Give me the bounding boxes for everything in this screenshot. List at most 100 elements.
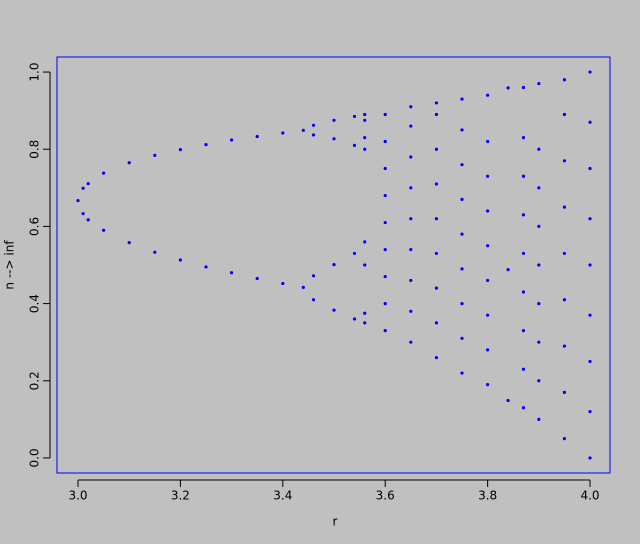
point bbox=[101, 171, 106, 175]
point bbox=[537, 417, 541, 421]
point bbox=[81, 186, 85, 190]
point bbox=[332, 263, 336, 267]
point bbox=[562, 159, 567, 163]
point bbox=[506, 398, 510, 403]
point bbox=[363, 112, 367, 117]
point bbox=[537, 186, 541, 190]
point bbox=[434, 101, 439, 105]
point bbox=[460, 336, 464, 340]
point bbox=[409, 340, 413, 344]
point bbox=[352, 114, 357, 119]
point bbox=[101, 228, 106, 232]
point bbox=[537, 82, 541, 86]
point bbox=[434, 147, 439, 151]
point bbox=[332, 308, 336, 312]
point bbox=[383, 301, 387, 306]
point bbox=[486, 139, 490, 144]
point bbox=[521, 367, 526, 371]
point bbox=[255, 134, 259, 139]
point bbox=[521, 251, 526, 256]
point bbox=[204, 142, 208, 147]
point bbox=[255, 276, 259, 281]
point bbox=[363, 118, 367, 122]
x-tick-label: 4.0 bbox=[580, 489, 599, 503]
point bbox=[434, 251, 439, 256]
x-tick-label: 3.0 bbox=[68, 489, 87, 503]
point bbox=[311, 123, 316, 127]
point bbox=[460, 128, 464, 132]
point bbox=[506, 268, 510, 272]
point bbox=[486, 174, 490, 178]
point bbox=[588, 263, 592, 267]
point bbox=[311, 298, 316, 302]
point bbox=[434, 286, 439, 290]
point bbox=[383, 139, 387, 144]
point bbox=[230, 138, 234, 142]
point bbox=[486, 278, 490, 283]
point bbox=[460, 197, 464, 201]
point bbox=[486, 383, 490, 387]
point bbox=[588, 359, 592, 364]
point bbox=[521, 136, 526, 140]
point bbox=[363, 240, 367, 244]
point bbox=[409, 278, 413, 283]
point bbox=[352, 251, 357, 256]
point bbox=[332, 137, 336, 141]
y-tick-label: 0.2 bbox=[28, 371, 42, 390]
point bbox=[562, 344, 567, 348]
point bbox=[588, 120, 592, 124]
point bbox=[537, 147, 541, 151]
point bbox=[383, 274, 387, 279]
point bbox=[486, 93, 490, 97]
point bbox=[383, 166, 387, 171]
point bbox=[81, 212, 85, 216]
point bbox=[178, 258, 183, 262]
point bbox=[153, 250, 157, 254]
point bbox=[311, 133, 316, 137]
point bbox=[363, 136, 367, 140]
point bbox=[230, 271, 234, 275]
point bbox=[460, 267, 464, 271]
point bbox=[409, 247, 413, 252]
point bbox=[562, 112, 567, 117]
point bbox=[383, 112, 387, 117]
point bbox=[352, 317, 357, 321]
point bbox=[588, 313, 592, 317]
point bbox=[311, 274, 316, 278]
point bbox=[537, 224, 541, 229]
point bbox=[153, 153, 157, 158]
point bbox=[537, 340, 541, 344]
point bbox=[352, 143, 357, 147]
point bbox=[76, 198, 80, 203]
y-tick-label: 0.0 bbox=[28, 448, 42, 467]
point bbox=[588, 410, 592, 414]
point bbox=[409, 186, 413, 190]
point bbox=[486, 313, 490, 317]
point bbox=[521, 213, 526, 217]
point bbox=[521, 329, 526, 333]
point bbox=[86, 218, 90, 222]
point bbox=[127, 241, 131, 245]
plot-frame bbox=[56, 56, 611, 474]
point bbox=[301, 128, 305, 132]
point bbox=[383, 220, 387, 225]
point bbox=[521, 290, 526, 294]
point bbox=[562, 437, 567, 441]
x-tick-label: 3.4 bbox=[273, 489, 292, 503]
point bbox=[562, 205, 567, 209]
point bbox=[178, 148, 183, 152]
point bbox=[409, 105, 413, 109]
point bbox=[363, 311, 367, 315]
point bbox=[434, 217, 439, 221]
point bbox=[537, 379, 541, 383]
point bbox=[127, 161, 131, 165]
x-axis-label: r bbox=[333, 515, 338, 529]
point bbox=[460, 97, 464, 101]
point bbox=[537, 263, 541, 267]
point bbox=[281, 131, 285, 135]
point bbox=[562, 390, 567, 394]
point bbox=[383, 193, 387, 198]
